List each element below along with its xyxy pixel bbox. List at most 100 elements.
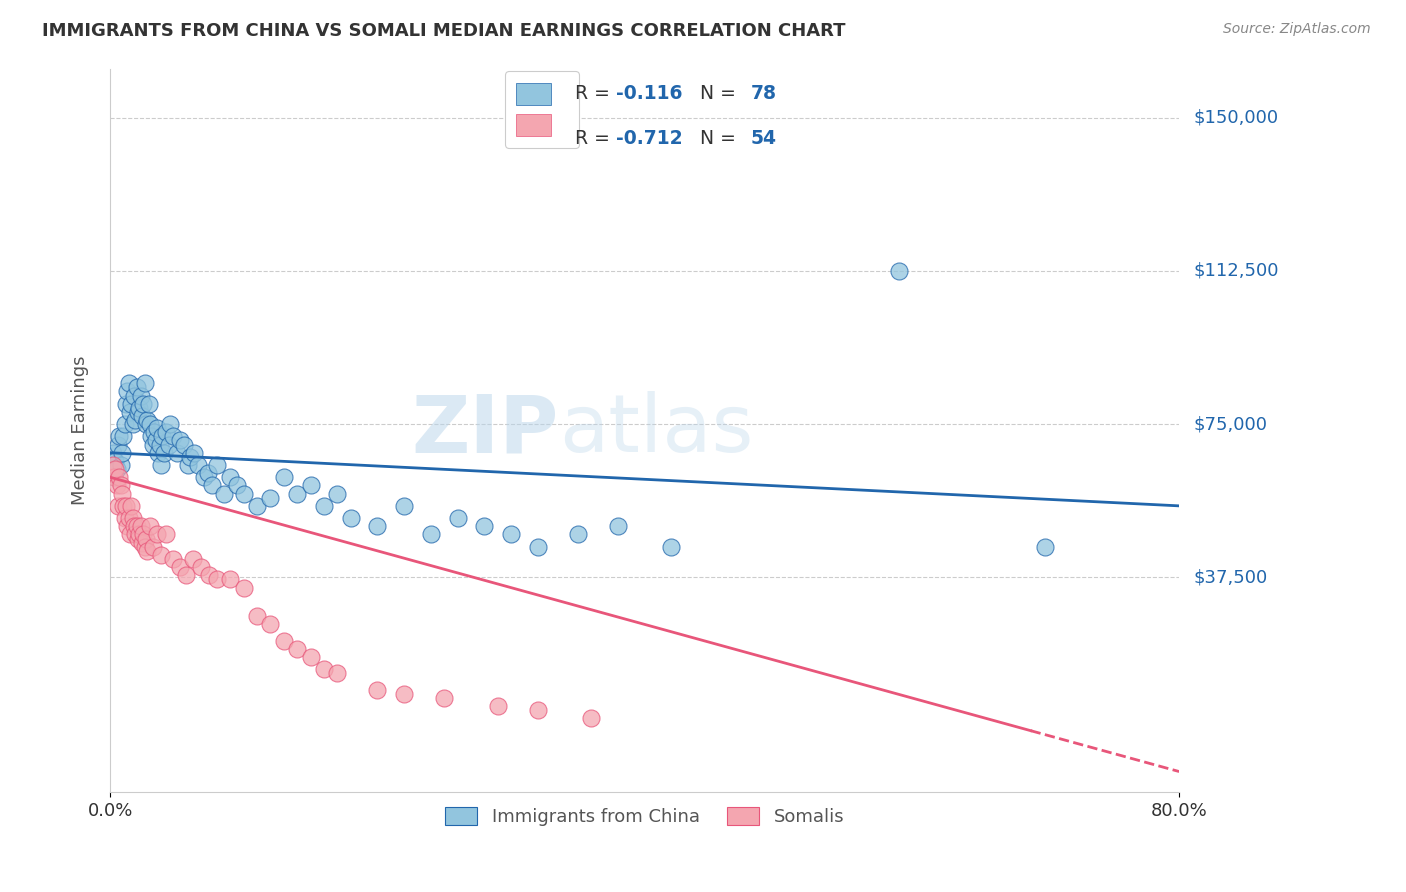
Point [486, 699, 509, 714]
Point [103, 470, 125, 484]
Point [143, 425, 166, 440]
Point [111, 446, 134, 460]
Point [174, 568, 197, 582]
Point [169, 434, 191, 448]
Point [173, 437, 195, 451]
Text: N =: N = [689, 85, 742, 103]
Point [259, 617, 281, 632]
Point [201, 478, 224, 492]
Point [212, 486, 235, 500]
Point [118, 376, 141, 391]
Point [339, 511, 361, 525]
Point [108, 470, 131, 484]
Point [148, 446, 170, 460]
Text: -0.712: -0.712 [616, 129, 682, 148]
Point [567, 527, 589, 541]
Point [139, 519, 162, 533]
Text: R =: R = [575, 129, 616, 148]
Point [141, 429, 163, 443]
Point [232, 486, 254, 500]
Point [312, 499, 335, 513]
Point [273, 470, 295, 484]
Point [273, 633, 295, 648]
Point [136, 413, 159, 427]
Point [142, 540, 165, 554]
Point [121, 417, 143, 431]
Point [446, 511, 468, 525]
Point [146, 421, 169, 435]
Point [139, 417, 162, 431]
Text: Source: ZipAtlas.com: Source: ZipAtlas.com [1223, 22, 1371, 37]
Point [155, 425, 177, 440]
Point [205, 458, 228, 472]
Point [181, 552, 204, 566]
Point [148, 437, 170, 451]
Point [135, 417, 157, 431]
Point [152, 446, 174, 460]
Y-axis label: Median Earnings: Median Earnings [72, 356, 89, 505]
Text: 78: 78 [751, 85, 776, 103]
Point [134, 376, 156, 391]
Point [105, 478, 128, 492]
Point [146, 527, 169, 541]
Point [128, 527, 150, 541]
Point [125, 519, 148, 533]
Point [219, 470, 242, 484]
Point [110, 478, 132, 492]
Point [197, 466, 219, 480]
Point [122, 519, 145, 533]
Point [162, 552, 184, 566]
Point [157, 437, 180, 451]
Point [142, 437, 165, 451]
Point [232, 581, 254, 595]
Legend: Immigrants from China, Somalis: Immigrants from China, Somalis [436, 797, 853, 835]
Point [246, 609, 269, 624]
Point [193, 470, 215, 484]
Point [419, 527, 441, 541]
Point [162, 429, 184, 443]
Point [155, 527, 177, 541]
Text: 54: 54 [751, 129, 776, 148]
Point [110, 458, 132, 472]
Point [108, 429, 131, 443]
Point [103, 470, 125, 484]
Point [125, 380, 148, 394]
Point [326, 486, 349, 500]
Point [104, 454, 127, 468]
Point [138, 397, 160, 411]
Point [392, 687, 415, 701]
Point [659, 540, 682, 554]
Point [129, 519, 152, 533]
Point [366, 519, 388, 533]
Point [120, 527, 142, 541]
Text: R =: R = [575, 85, 616, 103]
Point [190, 560, 212, 574]
Point [183, 446, 205, 460]
Point [205, 573, 228, 587]
Point [606, 519, 628, 533]
Point [112, 499, 135, 513]
Point [136, 544, 159, 558]
Point [128, 401, 150, 415]
Point [219, 573, 242, 587]
Point [127, 532, 149, 546]
Point [129, 388, 152, 402]
Point [112, 429, 135, 443]
Point [107, 437, 129, 451]
Point [101, 446, 124, 460]
Point [392, 499, 415, 513]
Point [259, 491, 281, 505]
Point [1035, 540, 1057, 554]
Point [122, 388, 145, 402]
Text: $112,500: $112,500 [1194, 262, 1278, 280]
Point [499, 527, 522, 541]
Point [135, 532, 157, 546]
Point [145, 434, 167, 448]
Text: $75,000: $75,000 [1194, 415, 1267, 434]
Point [132, 527, 155, 541]
Point [226, 478, 249, 492]
Point [124, 413, 146, 427]
Point [526, 540, 548, 554]
Text: N =: N = [689, 129, 742, 148]
Point [526, 703, 548, 717]
